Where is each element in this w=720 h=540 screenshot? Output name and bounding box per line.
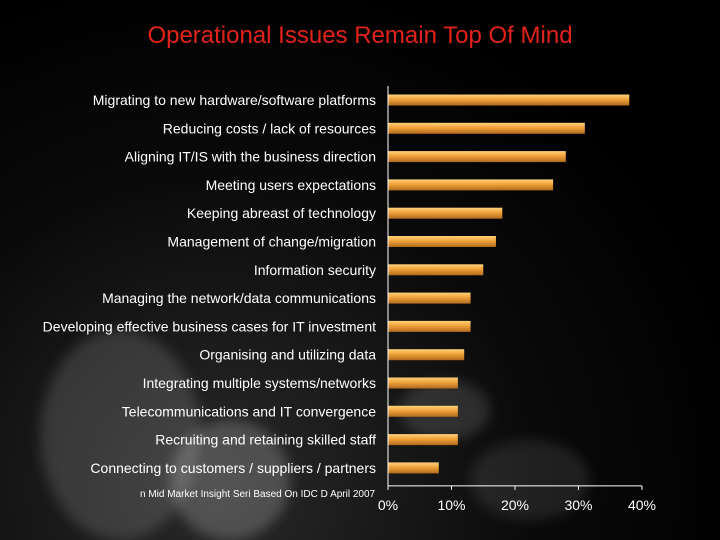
x-tick-label: 0% bbox=[378, 497, 398, 513]
category-label: Aligning IT/IS with the business directi… bbox=[125, 149, 376, 165]
category-label: Managing the network/data communications bbox=[102, 290, 376, 306]
x-tick-label: 20% bbox=[501, 497, 529, 513]
bar bbox=[388, 462, 439, 474]
category-label: Keeping abreast of technology bbox=[187, 205, 376, 221]
bar bbox=[388, 264, 484, 276]
category-label: Migrating to new hardware/software platf… bbox=[93, 92, 376, 108]
source-note: n Mid Market Insight Seri Based On IDC D… bbox=[140, 489, 376, 500]
bar bbox=[388, 151, 566, 163]
category-label: Management of change/migration bbox=[167, 234, 376, 250]
bar bbox=[388, 377, 458, 389]
x-tick-label: 40% bbox=[628, 497, 656, 513]
category-label: Meeting users expectations bbox=[206, 177, 376, 193]
bar bbox=[388, 320, 471, 332]
bar bbox=[388, 236, 496, 247]
bar bbox=[388, 349, 465, 361]
category-label: Connecting to customers / suppliers / pa… bbox=[90, 460, 376, 476]
background-swirl bbox=[470, 440, 590, 520]
category-labels: Migrating to new hardware/software platf… bbox=[43, 92, 377, 476]
category-label: Integrating multiple systems/networks bbox=[143, 375, 376, 391]
category-label: Organising and utilizing data bbox=[199, 347, 376, 363]
bar bbox=[388, 207, 503, 219]
category-label: Reducing costs / lack of resources bbox=[163, 120, 376, 136]
x-tick-label: 10% bbox=[437, 497, 465, 513]
bars bbox=[388, 94, 630, 474]
x-axis: 0% 10% 20% 30% 40% bbox=[378, 86, 656, 513]
bar bbox=[388, 434, 458, 446]
category-label: Information security bbox=[254, 262, 376, 278]
bar bbox=[388, 179, 554, 191]
category-label: Telecommunications and IT convergence bbox=[122, 403, 376, 419]
chart-title: Operational Issues Remain Top Of Mind bbox=[147, 22, 573, 49]
bar bbox=[388, 94, 630, 106]
x-tick-label: 30% bbox=[564, 497, 592, 513]
bar bbox=[388, 405, 458, 417]
bar bbox=[388, 122, 585, 134]
background-swirl bbox=[40, 330, 200, 540]
background-swirl bbox=[170, 420, 290, 540]
category-label: Developing effective business cases for … bbox=[43, 318, 376, 334]
category-label: Recruiting and retaining skilled staff bbox=[155, 432, 376, 448]
bar bbox=[388, 292, 471, 304]
